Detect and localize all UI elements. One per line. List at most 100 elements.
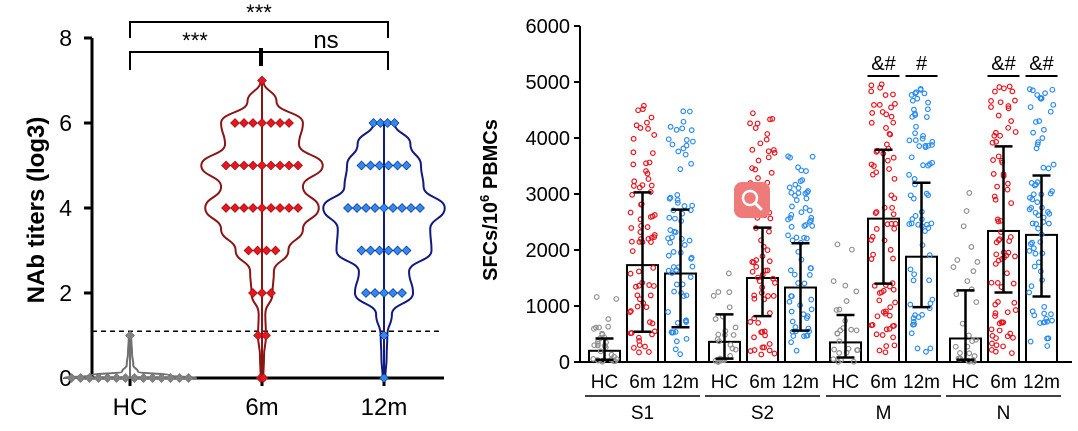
point-N-6m — [1012, 307, 1019, 313]
point-M-6m — [892, 100, 898, 107]
point-N-6m — [992, 313, 998, 319]
violin-12m-point — [375, 118, 386, 128]
point-S1-6m — [630, 344, 637, 351]
point-N-6m — [988, 98, 994, 104]
point-N-6m — [1004, 186, 1011, 193]
point-S1-6m — [646, 349, 652, 355]
point-N-6m — [994, 183, 1000, 190]
point-S1-12m — [688, 160, 695, 167]
point-N-6m — [1005, 103, 1012, 109]
point-S1-6m — [633, 122, 640, 129]
group-label-N: N — [997, 403, 1011, 424]
point-S2-6m — [765, 148, 772, 155]
point-S1-6m — [636, 268, 642, 275]
violin-12m-point — [361, 203, 371, 213]
point-M-6m — [876, 101, 883, 108]
point-M-HC — [854, 347, 861, 353]
point-S2-12m — [786, 298, 793, 305]
point-M-6m — [868, 88, 875, 95]
point-N-6m — [992, 196, 999, 203]
point-N-12m — [1026, 194, 1033, 201]
point-S2-HC — [716, 338, 722, 345]
point-S1-6m — [643, 168, 649, 174]
point-S1-12m — [683, 142, 690, 149]
violin-HC-point — [93, 373, 104, 383]
point-M-HC — [850, 358, 857, 365]
bar-x-tick-label: 6m — [990, 372, 1016, 393]
point-M-12m — [912, 90, 919, 97]
point-M-6m — [879, 332, 886, 338]
point-M-12m — [920, 133, 926, 139]
point-N-6m — [996, 327, 1003, 334]
point-S1-6m — [628, 308, 634, 314]
point-M-HC — [853, 327, 860, 334]
point-S2-6m — [757, 140, 764, 147]
point-M-12m — [923, 114, 930, 120]
point-S1-12m — [673, 281, 680, 288]
violin-x-tick-label: 6m — [245, 394, 278, 421]
point-S1-HC — [593, 324, 599, 331]
point-N-6m — [1011, 299, 1018, 306]
point-N-12m — [1027, 241, 1034, 247]
point-N-6m — [1001, 85, 1007, 92]
point-N-6m — [1006, 238, 1013, 244]
point-M-12m — [923, 348, 929, 355]
point-M-6m — [891, 175, 898, 182]
violin-6m-point — [266, 160, 276, 171]
violin-12m-point — [388, 203, 398, 213]
point-M-12m — [926, 252, 933, 259]
point-N-6m — [1004, 309, 1011, 316]
violin-12m-point — [374, 160, 385, 171]
point-S2-12m — [801, 333, 807, 340]
bracket-hc-6m — [129, 51, 261, 70]
violin-12m-point — [379, 203, 389, 213]
zoom-button[interactable] — [734, 182, 770, 218]
point-M-6m — [869, 233, 876, 240]
point-N-12m — [1044, 318, 1051, 325]
violin-12m-point — [392, 245, 403, 256]
violin-6m-point — [261, 330, 271, 341]
point-S1-HC — [596, 324, 602, 331]
bar-x-tick-label: HC — [832, 372, 859, 393]
point-N-12m — [1045, 220, 1052, 227]
point-N-6m — [992, 88, 998, 95]
point-S1-6m — [645, 176, 652, 182]
bar-x-tick-label: 6m — [629, 372, 655, 393]
point-S2-6m — [753, 263, 760, 270]
group-label-S1: S1 — [631, 403, 654, 424]
point-S1-12m — [688, 127, 695, 134]
point-N-6m — [993, 138, 999, 145]
point-S2-12m — [808, 217, 814, 224]
violin-12m-point — [389, 118, 400, 128]
point-S1-6m — [651, 283, 657, 289]
point-N-HC — [966, 190, 973, 196]
point-S2-HC — [715, 331, 722, 338]
point-N-12m — [1045, 335, 1052, 342]
point-S1-12m — [672, 215, 678, 222]
point-N-12m — [1031, 312, 1038, 319]
point-S1-12m — [665, 235, 671, 242]
violin-6m-point — [239, 203, 249, 213]
violin-6m-point — [270, 245, 281, 256]
point-M-6m — [887, 304, 894, 311]
violin-6m-point — [284, 203, 294, 213]
point-S1-12m — [674, 199, 681, 206]
bar-y-tick-label: 5000 — [526, 72, 571, 94]
point-M-12m — [906, 221, 913, 227]
bracket-6m-12m-label: ns — [313, 27, 338, 54]
point-M-6m — [873, 226, 880, 232]
violin-y-tick-label: 4 — [59, 195, 72, 221]
violin-6m-point — [243, 245, 254, 256]
point-M-6m — [880, 287, 887, 294]
point-S2-6m — [767, 215, 774, 222]
point-S1-6m — [642, 343, 648, 350]
violin-12m-point — [370, 288, 380, 298]
bar-x-tick-label: HC — [591, 372, 618, 393]
violin-12m-point — [356, 160, 367, 171]
point-M-12m — [929, 141, 935, 148]
violin-HC-point — [102, 373, 113, 383]
point-S2-6m — [747, 348, 754, 354]
point-M-12m — [912, 137, 919, 144]
point-M-12m — [912, 112, 919, 118]
